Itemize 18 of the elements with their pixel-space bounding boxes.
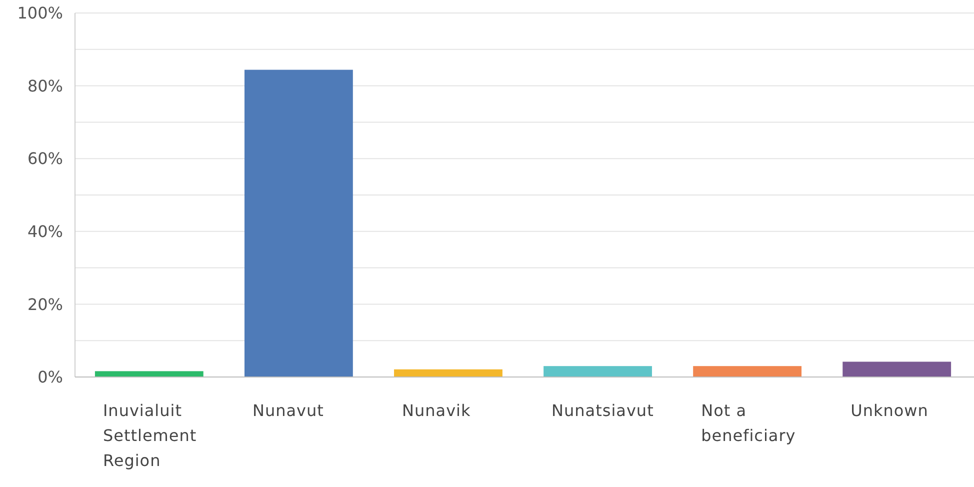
bar — [244, 70, 353, 377]
bar — [842, 362, 952, 377]
y-tick-label: 80% — [27, 76, 63, 96]
x-tick-label: Not a beneficiary — [701, 401, 796, 445]
bar — [94, 371, 204, 377]
x-tick-label: Nunavik — [402, 401, 471, 420]
bar — [693, 366, 802, 377]
x-tick-label: Inuvialuit Settlement Region — [102, 401, 197, 470]
y-tick-label: 40% — [27, 222, 63, 241]
bar — [394, 369, 502, 377]
y-tick-label: 60% — [27, 149, 63, 168]
y-tick-label: 100% — [17, 4, 63, 23]
y-tick-label: 0% — [38, 368, 63, 387]
x-tick-label: Unknown — [850, 401, 928, 420]
x-tick-label: Nunavut — [252, 401, 324, 420]
bar — [544, 366, 652, 377]
y-tick-label: 20% — [27, 294, 63, 314]
x-tick-label: Nunatsiavut — [552, 401, 654, 420]
